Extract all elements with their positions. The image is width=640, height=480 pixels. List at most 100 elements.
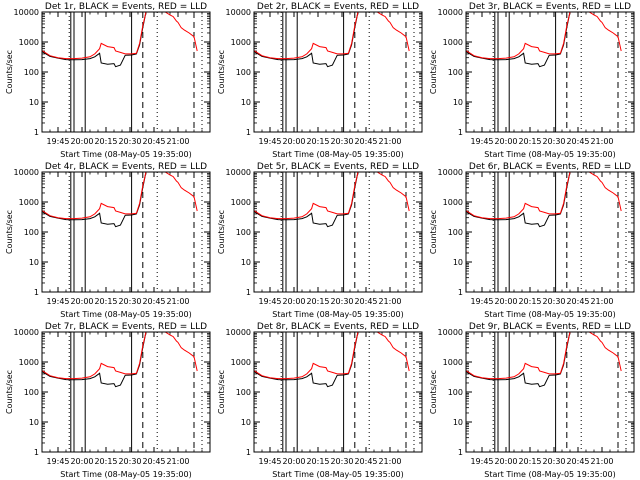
y-tick-label: 1 bbox=[246, 128, 251, 137]
y-tick-label: 10000 bbox=[14, 168, 39, 177]
panel-det-5r: Det 5r, BLACK = Events, RED = LLD Counts/… bbox=[217, 162, 423, 319]
lld-series-line bbox=[253, 171, 410, 220]
x-tick-label: 20:30 bbox=[118, 297, 141, 306]
x-tick-label: 21:00 bbox=[590, 137, 613, 146]
panel-title: Det 2r, BLACK = Events, RED = LLD bbox=[257, 2, 419, 12]
x-tick-label: 20:45 bbox=[566, 137, 589, 146]
x-tick-label: 20:15 bbox=[94, 137, 117, 146]
x-axis-label: Start Time (08-May-05 19:35:00) bbox=[60, 150, 191, 159]
x-tick-label: 20:45 bbox=[566, 457, 589, 466]
panel-det-3r: Det 3r, BLACK = Events, RED = LLD Counts/… bbox=[429, 2, 635, 159]
x-tick-label: 20:00 bbox=[282, 137, 305, 146]
panel-det-9r: Det 9r, BLACK = Events, RED = LLD Counts/… bbox=[429, 322, 635, 479]
x-tick-label: 20:00 bbox=[494, 297, 517, 306]
x-tick-label: 20:00 bbox=[494, 457, 517, 466]
events-series-line bbox=[465, 331, 571, 388]
panel-det-1r: Det 1r, BLACK = Events, RED = LLD Counts/… bbox=[5, 2, 211, 159]
x-tick-label: 20:45 bbox=[142, 137, 165, 146]
panel-title: Det 7r, BLACK = Events, RED = LLD bbox=[45, 322, 207, 332]
x-tick-label: 20:45 bbox=[142, 297, 165, 306]
y-tick-label: 10 bbox=[453, 418, 463, 427]
y-tick-label: 10000 bbox=[438, 168, 463, 177]
panel-title: Det 3r, BLACK = Events, RED = LLD bbox=[469, 2, 631, 12]
x-tick-label: 20:15 bbox=[518, 137, 541, 146]
x-tick-label: 21:00 bbox=[378, 297, 401, 306]
y-tick-label: 1000 bbox=[231, 198, 251, 207]
y-tick-label: 100 bbox=[24, 388, 39, 397]
events-series-line bbox=[41, 171, 147, 228]
x-axis-label: Start Time (08-May-05 19:35:00) bbox=[484, 310, 615, 319]
x-tick-label: 20:45 bbox=[354, 137, 377, 146]
y-tick-label: 1000 bbox=[443, 358, 463, 367]
plot-frame bbox=[41, 331, 211, 453]
lld-series-line bbox=[253, 11, 410, 60]
panel-title: Det 4r, BLACK = Events, RED = LLD bbox=[45, 162, 207, 172]
plot-frame bbox=[465, 331, 635, 453]
y-tick-label: 10000 bbox=[226, 328, 251, 337]
x-tick-label: 20:00 bbox=[70, 137, 93, 146]
y-axis-label: Counts/sec bbox=[429, 370, 438, 414]
x-tick-label: 19:45 bbox=[46, 457, 69, 466]
y-tick-label: 1000 bbox=[19, 358, 39, 367]
lld-series-line bbox=[465, 171, 622, 220]
y-axis-label: Counts/sec bbox=[217, 370, 226, 414]
y-tick-label: 10000 bbox=[438, 8, 463, 17]
plot-frame bbox=[465, 171, 635, 293]
lld-series-line bbox=[465, 11, 622, 60]
x-tick-label: 20:30 bbox=[330, 297, 353, 306]
y-tick-label: 1000 bbox=[443, 38, 463, 47]
x-tick-label: 20:00 bbox=[70, 297, 93, 306]
events-series-line bbox=[253, 11, 359, 68]
y-axis-label: Counts/sec bbox=[429, 210, 438, 254]
y-tick-label: 100 bbox=[236, 228, 251, 237]
x-tick-label: 19:45 bbox=[470, 457, 493, 466]
x-tick-label: 20:15 bbox=[306, 457, 329, 466]
plot-frame bbox=[465, 11, 635, 133]
x-tick-label: 20:15 bbox=[94, 457, 117, 466]
x-tick-label: 20:30 bbox=[118, 457, 141, 466]
y-tick-label: 100 bbox=[448, 68, 463, 77]
y-tick-label: 1 bbox=[246, 448, 251, 457]
y-tick-label: 10 bbox=[453, 258, 463, 267]
x-tick-label: 20:30 bbox=[118, 137, 141, 146]
plot-frame bbox=[253, 331, 423, 453]
y-tick-label: 1000 bbox=[231, 38, 251, 47]
events-series-line bbox=[41, 331, 147, 388]
x-axis-label: Start Time (08-May-05 19:35:00) bbox=[60, 310, 191, 319]
x-tick-label: 20:00 bbox=[282, 297, 305, 306]
y-axis-label: Counts/sec bbox=[217, 210, 226, 254]
x-tick-label: 19:45 bbox=[258, 297, 281, 306]
x-tick-label: 21:00 bbox=[590, 457, 613, 466]
x-axis-label: Start Time (08-May-05 19:35:00) bbox=[272, 150, 403, 159]
plot-frame bbox=[253, 171, 423, 293]
y-tick-label: 10 bbox=[29, 418, 39, 427]
y-axis-label: Counts/sec bbox=[5, 210, 14, 254]
y-tick-label: 1 bbox=[34, 128, 39, 137]
y-tick-label: 1000 bbox=[443, 198, 463, 207]
y-tick-label: 100 bbox=[236, 388, 251, 397]
panel-det-6r: Det 6r, BLACK = Events, RED = LLD Counts/… bbox=[429, 162, 635, 319]
y-axis-label: Counts/sec bbox=[429, 50, 438, 94]
y-tick-label: 10 bbox=[453, 98, 463, 107]
y-tick-label: 1 bbox=[458, 128, 463, 137]
x-tick-label: 20:30 bbox=[542, 457, 565, 466]
x-axis-label: Start Time (08-May-05 19:35:00) bbox=[272, 470, 403, 479]
lld-series-line bbox=[465, 331, 622, 380]
x-axis-label: Start Time (08-May-05 19:35:00) bbox=[484, 470, 615, 479]
x-tick-label: 19:45 bbox=[46, 297, 69, 306]
events-series-line bbox=[465, 11, 571, 68]
y-tick-label: 100 bbox=[448, 228, 463, 237]
lld-series-line bbox=[41, 171, 198, 220]
x-tick-label: 19:45 bbox=[470, 137, 493, 146]
y-tick-label: 10 bbox=[241, 258, 251, 267]
y-tick-label: 1 bbox=[246, 288, 251, 297]
y-tick-label: 10 bbox=[29, 98, 39, 107]
x-tick-label: 20:15 bbox=[306, 137, 329, 146]
x-tick-label: 20:15 bbox=[94, 297, 117, 306]
events-series-line bbox=[41, 11, 147, 68]
panel-det-7r: Det 7r, BLACK = Events, RED = LLD Counts/… bbox=[5, 322, 211, 479]
x-tick-label: 20:00 bbox=[70, 457, 93, 466]
y-axis-label: Counts/sec bbox=[217, 50, 226, 94]
y-tick-label: 1 bbox=[34, 288, 39, 297]
y-tick-label: 100 bbox=[236, 68, 251, 77]
